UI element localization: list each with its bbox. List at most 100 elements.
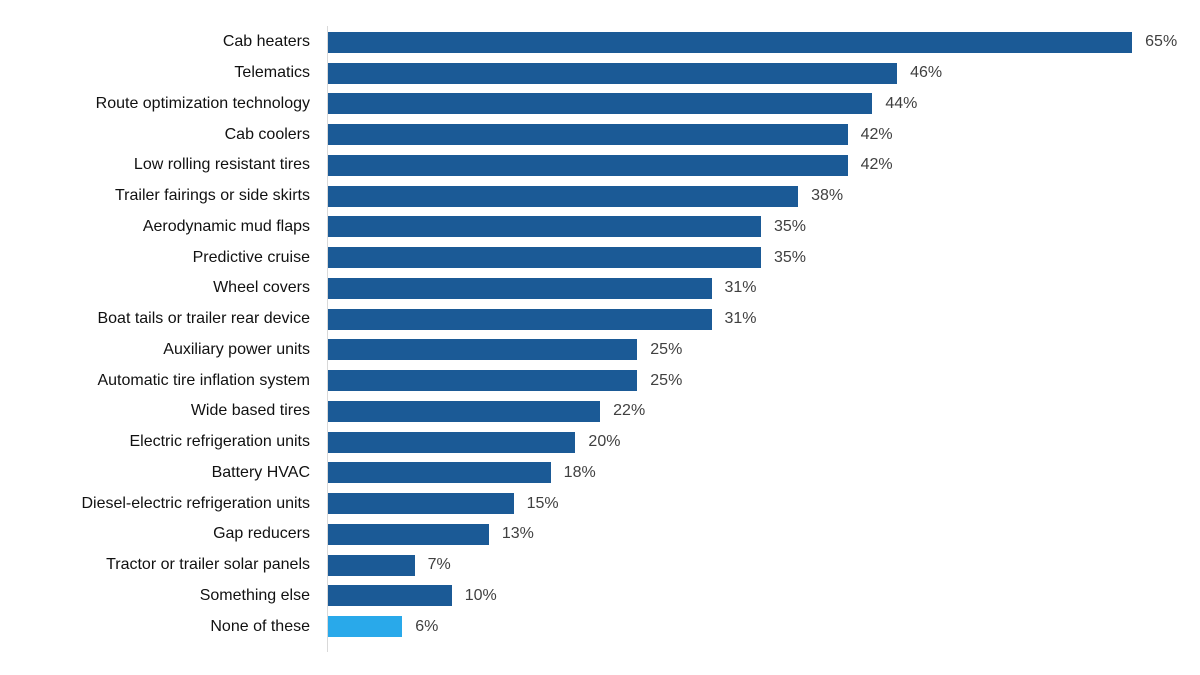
chart-row: Predictive cruise 35% [0, 242, 1200, 273]
value-label: 15% [526, 494, 559, 512]
value-label: 7% [427, 556, 451, 574]
bar [328, 185, 799, 207]
category-label: Electric refrigeration units [129, 433, 310, 451]
chart-row: Diesel-electric refrigeration units 15% [0, 488, 1200, 519]
bar-track: 7% [328, 550, 1194, 581]
bar [328, 462, 551, 484]
chart-row: Something else 10% [0, 581, 1200, 612]
category-label: Low rolling resistant tires [133, 156, 310, 174]
bar [328, 493, 514, 515]
value-label: 38% [811, 187, 844, 205]
chart-row: Gap reducers 13% [0, 519, 1200, 550]
bar [328, 431, 576, 453]
bar-track: 46% [328, 58, 1194, 89]
y-axis-line [327, 26, 328, 652]
bar [328, 62, 898, 84]
category-label: Something else [199, 586, 310, 604]
value-label: 6% [415, 617, 439, 635]
value-label: 46% [910, 64, 943, 82]
chart-row: Low rolling resistant tires 42% [0, 150, 1200, 181]
category-label: Tractor or trailer solar panels [106, 556, 310, 574]
bar [328, 585, 452, 607]
chart-row: Route optimization technology 44% [0, 89, 1200, 120]
category-label: Route optimization technology [95, 94, 310, 112]
chart-row: Telematics 46% [0, 58, 1200, 89]
value-label: 25% [650, 340, 683, 358]
chart-row: Cab heaters 65% [0, 27, 1200, 58]
bar [328, 616, 403, 638]
value-label: 42% [860, 125, 893, 143]
bar-track: 22% [328, 396, 1194, 427]
bar [328, 308, 712, 330]
chart-row: Boat tails or trailer rear device 31% [0, 304, 1200, 335]
chart-row: Wide based tires 22% [0, 396, 1200, 427]
bar-track: 6% [328, 611, 1194, 642]
category-label: Trailer fairings or side skirts [114, 187, 310, 205]
category-label: Boat tails or trailer rear device [97, 310, 310, 328]
bar-track: 25% [328, 335, 1194, 366]
category-label: Wheel covers [213, 279, 310, 297]
chart-row: Tractor or trailer solar panels 7% [0, 550, 1200, 581]
bar-track: 31% [328, 304, 1194, 335]
value-label: 35% [774, 248, 807, 266]
value-label: 44% [885, 94, 918, 112]
bar-track: 42% [328, 150, 1194, 181]
bar [328, 31, 1133, 53]
bar [328, 154, 848, 176]
bar [328, 400, 601, 422]
bar-track: 38% [328, 181, 1194, 212]
chart-row: Automatic tire inflation system 25% [0, 365, 1200, 396]
bar-track: 35% [328, 242, 1194, 273]
bar [328, 216, 761, 238]
chart-row: Wheel covers 31% [0, 273, 1200, 304]
bar [328, 124, 848, 146]
value-label: 65% [1145, 33, 1178, 51]
chart-row: Electric refrigeration units 20% [0, 427, 1200, 458]
bar-track: 25% [328, 365, 1194, 396]
value-label: 35% [774, 217, 807, 235]
value-label: 18% [563, 463, 596, 481]
value-label: 22% [613, 402, 646, 420]
category-label: Aerodynamic mud flaps [142, 217, 310, 235]
bar-track: 44% [328, 89, 1194, 120]
chart-row: Battery HVAC 18% [0, 458, 1200, 489]
value-label: 31% [724, 279, 757, 297]
value-label: 13% [501, 525, 534, 543]
category-label: Auxiliary power units [163, 340, 310, 358]
bar-track: 10% [328, 581, 1194, 612]
bar [328, 277, 712, 299]
value-label: 25% [650, 371, 683, 389]
chart-row: Trailer fairings or side skirts 38% [0, 181, 1200, 212]
bar [328, 93, 873, 115]
category-label: Predictive cruise [192, 248, 310, 266]
bar [328, 247, 761, 269]
category-label: Battery HVAC [211, 463, 310, 481]
category-label: Cab heaters [222, 33, 310, 51]
category-label: Telematics [234, 64, 310, 82]
category-label: Gap reducers [213, 525, 310, 543]
chart-row: Cab coolers 42% [0, 119, 1200, 150]
bar-track: 20% [328, 427, 1194, 458]
bar-chart: Cab heaters 65% Telematics 46% Route opt… [0, 27, 1200, 642]
bar-track: 15% [328, 488, 1194, 519]
value-label: 20% [588, 433, 621, 451]
bar [328, 554, 415, 576]
chart-row: Auxiliary power units 25% [0, 335, 1200, 366]
category-label: None of these [210, 617, 310, 635]
chart-row: Aerodynamic mud flaps 35% [0, 212, 1200, 243]
category-label: Wide based tires [190, 402, 310, 420]
value-label: 31% [724, 310, 757, 328]
bar-track: 13% [328, 519, 1194, 550]
category-label: Diesel-electric refrigeration units [81, 494, 310, 512]
bar-track: 35% [328, 212, 1194, 243]
category-label: Automatic tire inflation system [97, 371, 310, 389]
bar-track: 65% [328, 27, 1194, 58]
bar [328, 339, 638, 361]
bar [328, 523, 489, 545]
bar-track: 31% [328, 273, 1194, 304]
chart-row: None of these 6% [0, 611, 1200, 642]
bar [328, 370, 638, 392]
value-label: 10% [464, 586, 497, 604]
bar-track: 18% [328, 458, 1194, 489]
